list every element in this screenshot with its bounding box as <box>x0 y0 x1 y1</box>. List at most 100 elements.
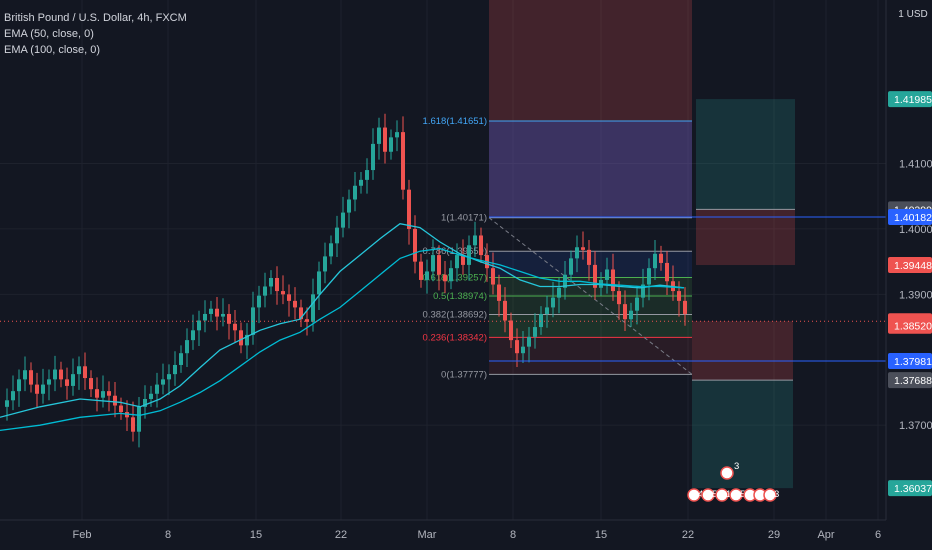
candle-body <box>581 247 585 250</box>
price-tick-label: 1.41000 <box>899 159 932 171</box>
candle-body <box>155 384 159 394</box>
candle-body <box>371 143 375 171</box>
event-icon-label: 5 <box>740 489 745 500</box>
fib-level-label: 0.5(1.38974) <box>433 291 487 302</box>
candle-body <box>203 313 207 321</box>
candle-body <box>413 228 417 262</box>
price-tag-label: 1.37688 <box>894 375 932 387</box>
candle-body <box>245 334 249 346</box>
legend-symbol: British Pound / U.S. Dollar, 4h, FXCM <box>4 12 187 24</box>
legend-ema100: EMA (100, close, 0) <box>4 44 100 56</box>
candle-body <box>503 300 507 321</box>
time-tick-label: 29 <box>768 529 780 541</box>
candle-body <box>335 227 339 244</box>
time-tick-label: 22 <box>335 529 347 541</box>
candle-body <box>647 268 651 285</box>
candle-body <box>209 308 213 314</box>
candle-body <box>353 185 357 200</box>
candle-body <box>659 253 663 263</box>
currency-button[interactable]: 1 USD <box>898 9 928 20</box>
candle-body <box>365 170 369 180</box>
candle-body <box>29 370 33 385</box>
candle-body <box>569 258 573 275</box>
candle-body <box>35 384 39 394</box>
price-tag-label: 1.39448 <box>894 260 932 272</box>
candle-body <box>479 235 483 256</box>
long-target-zone <box>696 99 795 210</box>
candle-body <box>269 277 273 287</box>
candle-body <box>257 295 261 308</box>
event-icon-label: 5 <box>712 489 717 500</box>
price-tick-label: 1.39000 <box>899 289 932 301</box>
time-axis: Feb 8 15 22 Mar 8 15 22 29 Apr 6 <box>0 519 886 541</box>
candle-body <box>161 379 165 385</box>
candle-body <box>473 235 477 246</box>
time-tick-label: Apr <box>817 529 834 541</box>
candle-body <box>317 271 321 295</box>
candle-body <box>263 286 267 296</box>
candle-body <box>395 132 399 138</box>
time-tick-label: 15 <box>250 529 262 541</box>
candle-body <box>173 364 177 375</box>
price-tag-label: 1.40182 <box>894 212 932 224</box>
candle-body <box>47 379 51 385</box>
candle-body <box>233 323 237 331</box>
candle-body <box>275 277 279 292</box>
candle-body <box>95 389 99 398</box>
horizontal-lines <box>0 216 886 362</box>
ema100-line <box>0 247 685 432</box>
candle-body <box>389 137 393 152</box>
event-icon <box>763 488 777 502</box>
candle-body <box>431 255 435 272</box>
candle-body <box>107 391 111 396</box>
candle-body <box>53 369 57 380</box>
candle-body <box>11 391 15 401</box>
candle-body <box>617 291 621 305</box>
candle-body <box>119 405 123 413</box>
candle-body <box>629 310 633 320</box>
long-stop-zone <box>696 209 795 266</box>
candle-body <box>347 199 351 213</box>
candle-body <box>467 245 471 265</box>
candle-body <box>533 327 537 337</box>
candle-body <box>539 313 543 328</box>
price-tag <box>888 352 932 369</box>
candle-body <box>305 319 309 322</box>
candle-body <box>191 330 195 341</box>
candle-body <box>329 243 333 257</box>
time-tick-label: Mar <box>418 529 437 541</box>
short-stop-zone <box>489 0 692 218</box>
candle-body <box>71 374 75 386</box>
candle-body <box>23 370 27 380</box>
price-tag <box>888 372 932 389</box>
event-icon <box>701 488 715 502</box>
candle-body <box>665 262 669 282</box>
candle-body <box>497 284 501 301</box>
price-axis: 1.410001.400001.390001.370001.419851.402… <box>885 0 932 550</box>
price-tag <box>888 257 932 274</box>
price-tag <box>888 209 932 226</box>
candle-body <box>359 179 363 186</box>
event-icons: 34051575823 <box>687 461 779 502</box>
price-tag <box>888 317 932 334</box>
candle-body <box>635 297 639 311</box>
time-tick-label: 8 <box>510 529 516 541</box>
candle-body <box>185 340 189 354</box>
candle-body <box>17 379 21 392</box>
candle-body <box>605 269 609 280</box>
candle-body <box>383 127 387 152</box>
time-tick-label: 8 <box>165 529 171 541</box>
candle-body <box>611 269 615 292</box>
event-icon-label: 3 <box>734 461 739 472</box>
candle-body <box>575 247 579 259</box>
candle-body <box>551 297 555 308</box>
price-axis-bg <box>886 0 932 550</box>
time-tick-label: Feb <box>73 529 92 541</box>
candle-body <box>587 249 591 265</box>
candle-body <box>557 287 561 298</box>
candle-body <box>215 308 219 317</box>
event-icon <box>720 466 734 480</box>
candle-body <box>137 406 141 432</box>
fib-extension-zone <box>489 120 692 218</box>
